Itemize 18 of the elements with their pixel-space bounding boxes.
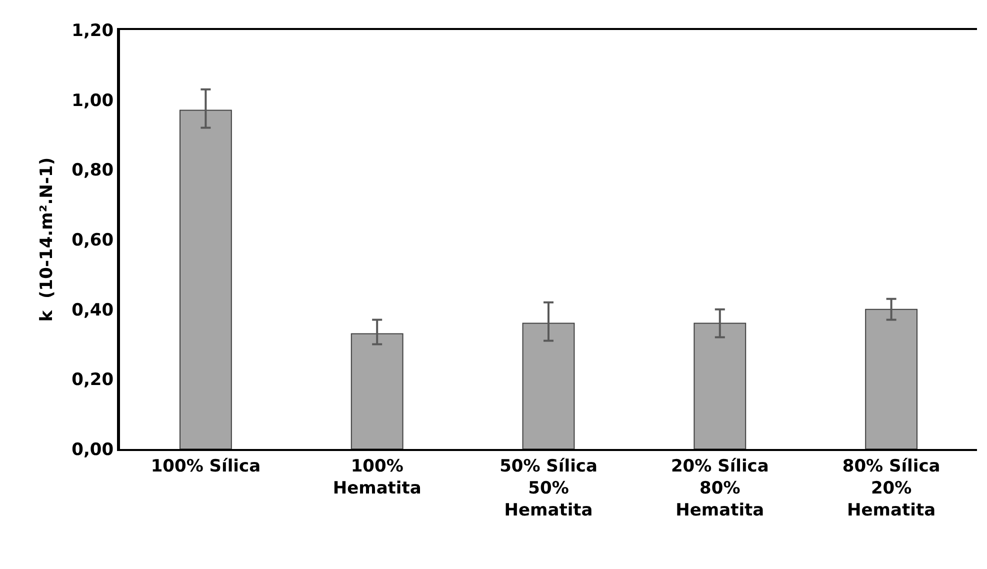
x-tick-label: 100% Hematita [332,456,422,498]
y-tick-label: 1,20 [72,20,114,41]
bar [865,308,918,449]
x-tick-label: 80% Sílica 20% Hematita [842,456,940,521]
bar [694,322,746,449]
y-tick-label: 0,40 [72,300,114,320]
bar [522,322,575,449]
y-tick-label: 0,60 [72,230,114,250]
x-tick-label: 100% Sílica [150,456,261,476]
y-tick-label: 0,20 [72,370,114,390]
bar [179,110,232,449]
y-tick-label: 0,80 [72,160,114,181]
x-tick-label: 20% Sílica 80% Hematita [670,456,769,521]
y-axis-title: k (10-14.m².N-1) [37,157,58,322]
bar [350,333,404,449]
x-tick-label: 50% Sílica 50% Hematita [500,456,598,521]
y-tick-label: 1,00 [72,90,114,111]
y-tick-label: 0,00 [72,440,114,460]
